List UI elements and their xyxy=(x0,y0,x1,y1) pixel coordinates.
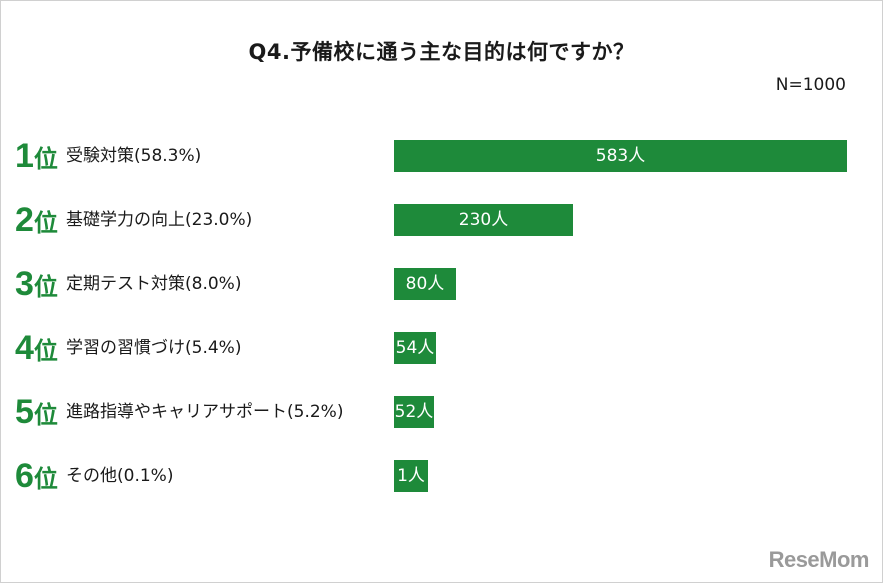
rank-number: 2 xyxy=(15,201,34,239)
bar-value-label: 230人 xyxy=(458,210,509,230)
rank-label: 5位 xyxy=(15,392,58,432)
rank-suffix: 位 xyxy=(33,337,58,365)
bar-row: 1位 受験対策(58.3%) 583人 xyxy=(0,136,883,176)
category-label: 進路指導やキャリアサポート(5.2%) xyxy=(66,402,344,422)
rank-label: 6位 xyxy=(15,456,58,496)
bar-row: 2位 基礎学力の向上(23.0%) 230人 xyxy=(0,200,883,240)
rank-number: 5 xyxy=(15,393,34,431)
rank-suffix: 位 xyxy=(33,273,58,301)
rank-number: 1 xyxy=(15,137,34,175)
category-label: その他(0.1%) xyxy=(66,466,174,486)
rank-suffix: 位 xyxy=(33,209,58,237)
category-label: 定期テスト対策(8.0%) xyxy=(66,274,242,294)
rank-suffix: 位 xyxy=(33,401,58,429)
category-label: 受験対策(58.3%) xyxy=(66,146,202,166)
bar-value-label: 54人 xyxy=(395,338,435,358)
rank-label: 1位 xyxy=(15,136,58,176)
rank-number: 3 xyxy=(15,265,34,303)
bar xyxy=(394,460,428,492)
bar-row: 6位 その他(0.1%) 1人 xyxy=(0,456,883,496)
chart-title: Q4.予備校に通う主な目的は何ですか？ xyxy=(248,40,635,64)
rank-number: 4 xyxy=(15,329,34,367)
bar xyxy=(394,332,436,364)
rank-label: 3位 xyxy=(15,264,58,304)
category-label: 基礎学力の向上(23.0%) xyxy=(66,210,253,230)
sample-size-label: N=1000 xyxy=(775,75,846,95)
rank-number: 6 xyxy=(15,457,34,495)
rank-suffix: 位 xyxy=(33,465,58,493)
resemom-logo: ReseMom xyxy=(768,547,870,572)
bar xyxy=(394,268,456,300)
bar-value-label: 583人 xyxy=(595,146,646,166)
bar-row: 4位 学習の習慣づけ(5.4%) 54人 xyxy=(0,328,883,368)
bar-value-label: 52人 xyxy=(394,402,434,422)
bar-value-label: 1人 xyxy=(397,466,425,486)
category-label: 学習の習慣づけ(5.4%) xyxy=(66,338,242,358)
bar xyxy=(394,140,847,172)
bar-row: 5位 進路指導やキャリアサポート(5.2%) 52人 xyxy=(0,392,883,432)
bar-row: 3位 定期テスト対策(8.0%) 80人 xyxy=(0,264,883,304)
rank-suffix: 位 xyxy=(33,145,58,173)
rank-label: 4位 xyxy=(15,328,58,368)
bar xyxy=(394,396,434,428)
bar xyxy=(394,204,573,236)
rank-label: 2位 xyxy=(15,200,58,240)
bar-value-label: 80人 xyxy=(405,274,445,294)
